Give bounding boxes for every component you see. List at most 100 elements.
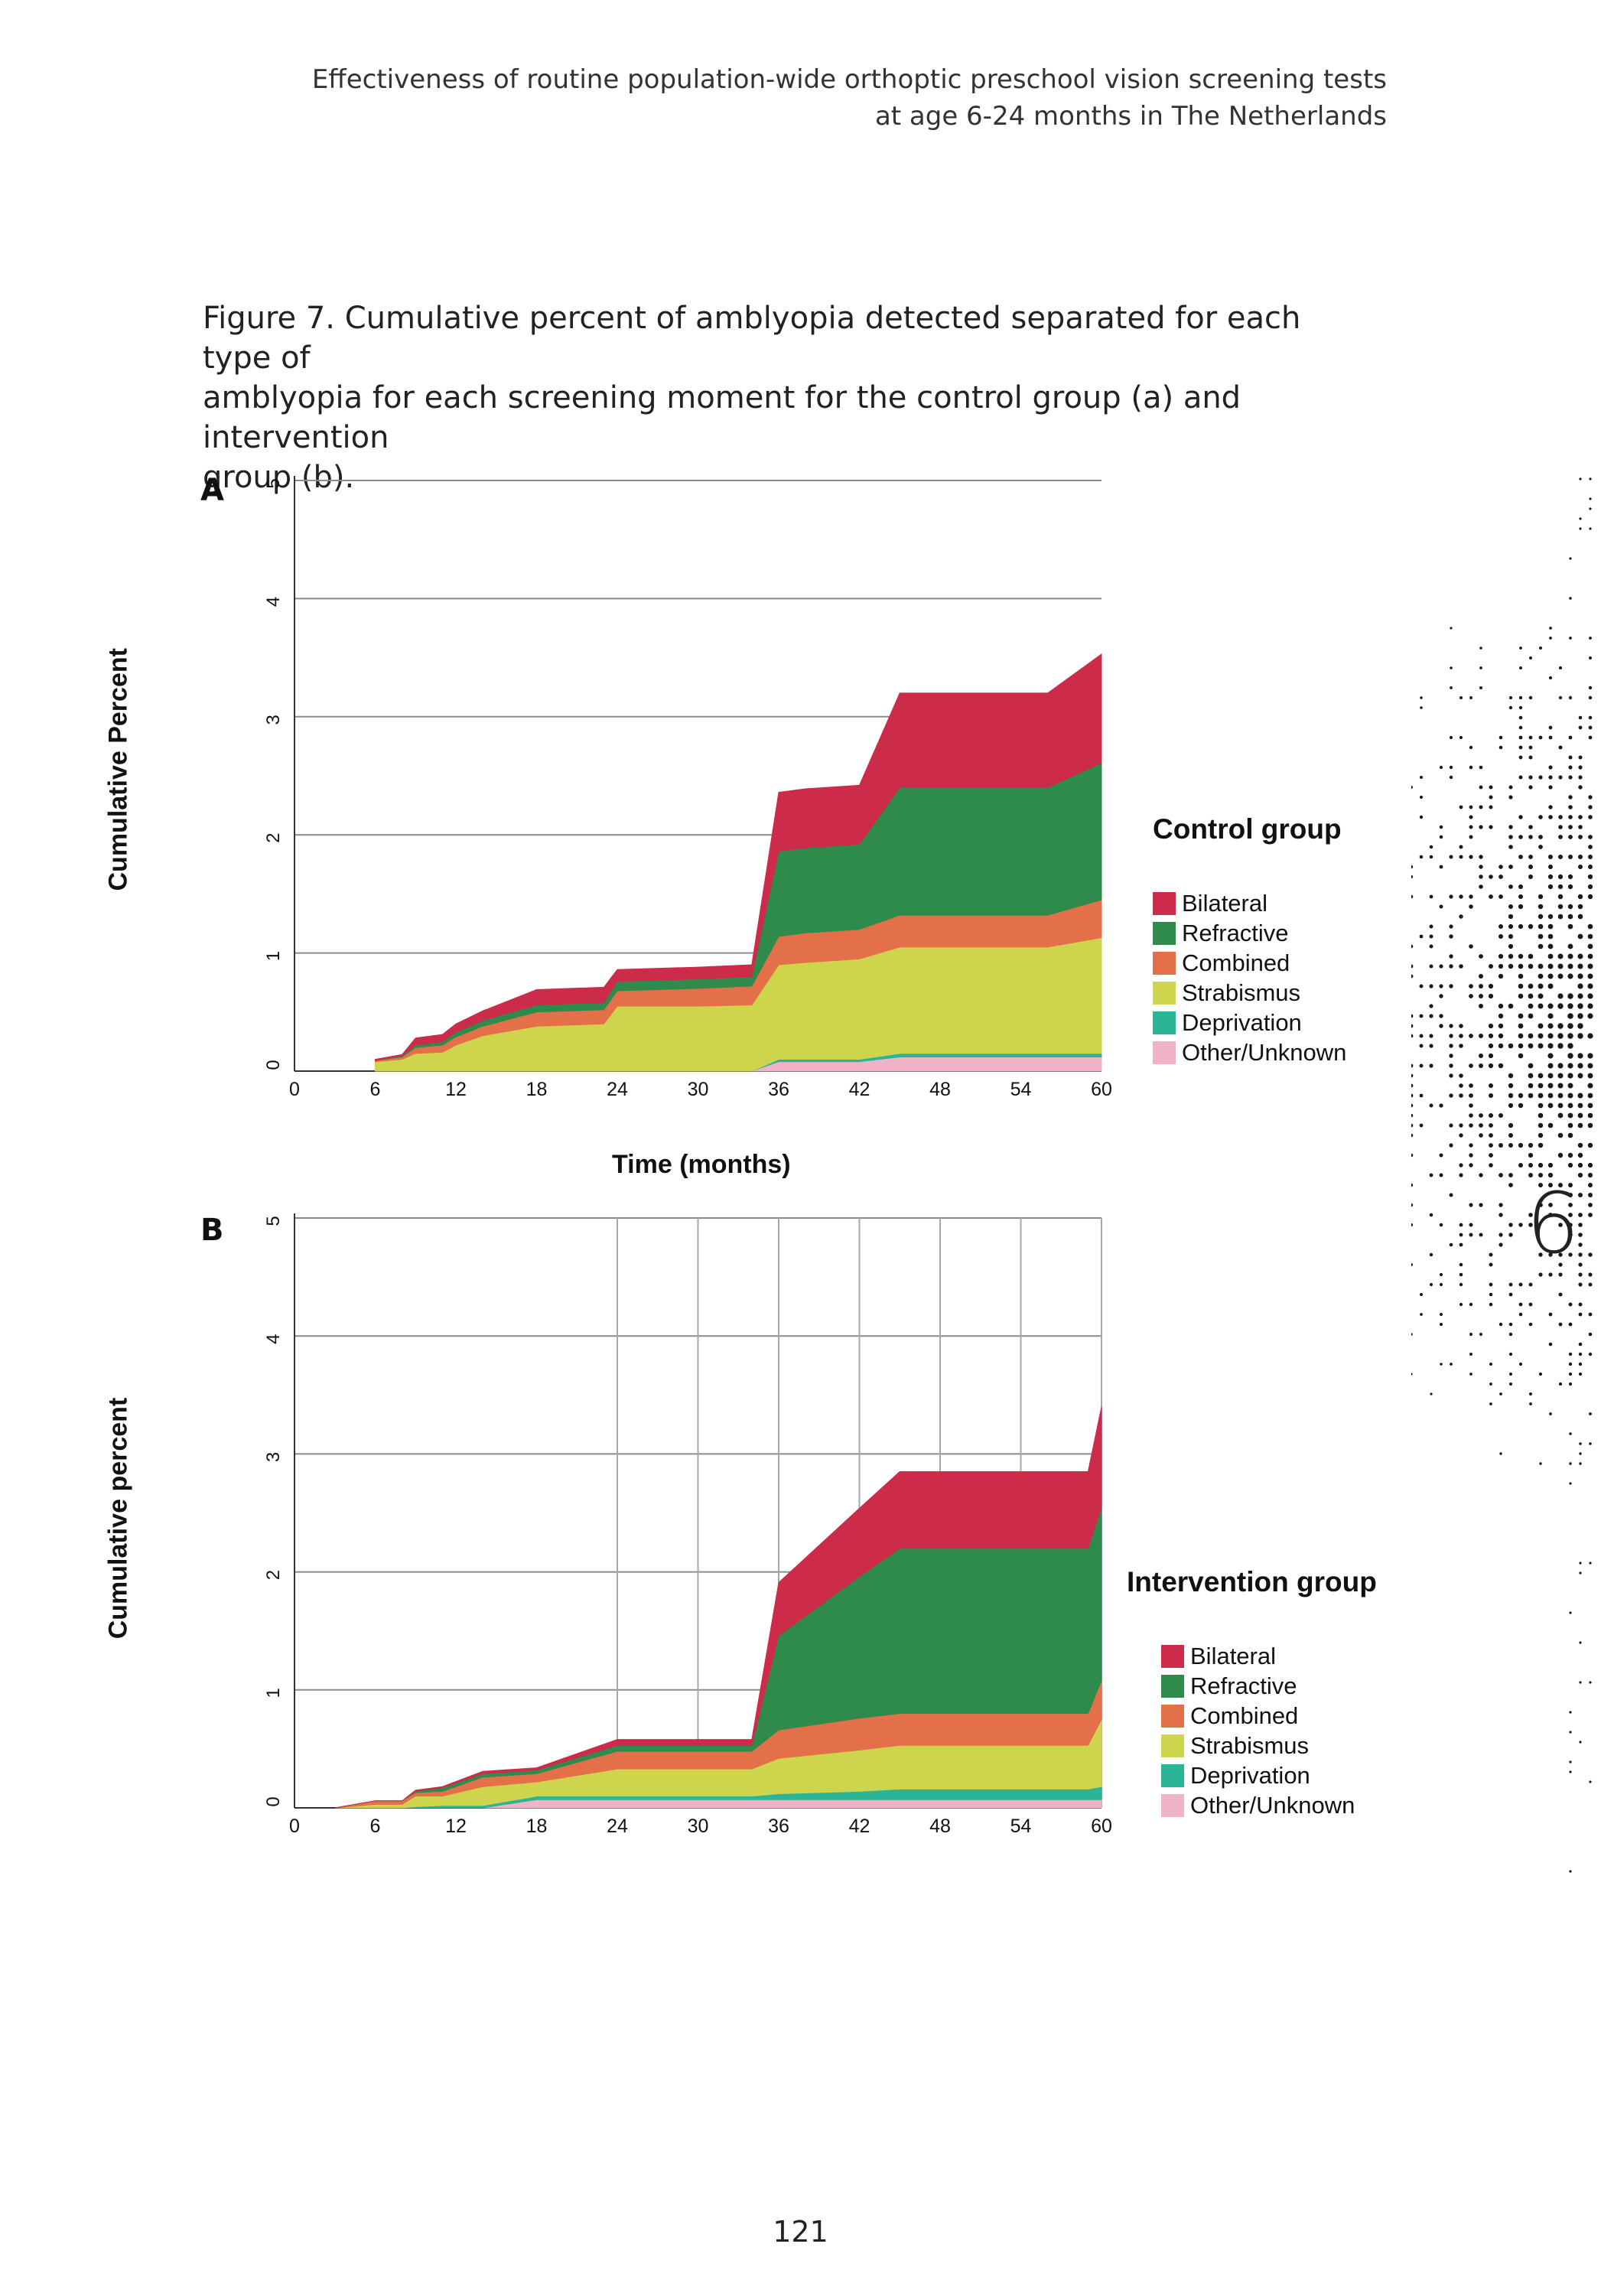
- pattern-dot: [1469, 984, 1473, 988]
- pattern-dot: [1588, 855, 1593, 859]
- pattern-dot: [1459, 894, 1463, 899]
- pattern-dot: [1588, 865, 1593, 869]
- pattern-dot: [1569, 1462, 1572, 1465]
- pattern-dot: [1479, 1173, 1483, 1177]
- pattern-dot: [1411, 944, 1414, 949]
- pattern-dot: [1469, 1123, 1473, 1128]
- pattern-dot: [1469, 1223, 1473, 1227]
- caption-line1: Cumulative percent of amblyopia detected…: [203, 301, 1301, 376]
- pattern-dot: [1498, 1003, 1504, 1009]
- chapter-tab-pattern: [1411, 477, 1593, 1873]
- pattern-dot: [1547, 983, 1554, 989]
- panel-b-letter: B: [200, 1213, 224, 1248]
- pattern-dot: [1459, 1173, 1463, 1177]
- pattern-dot: [1568, 795, 1573, 800]
- pattern-dot: [1459, 914, 1463, 919]
- panel-a-xtick-label: 30: [688, 1079, 709, 1100]
- panel-b-ytick-label: 3: [263, 1452, 284, 1462]
- panel-b-xtick-label: 12: [445, 1816, 467, 1837]
- pattern-dot: [1459, 1262, 1463, 1267]
- pattern-dot: [1489, 1282, 1493, 1287]
- pattern-dot: [1508, 1143, 1513, 1148]
- pattern-dot: [1411, 1113, 1414, 1118]
- pattern-dot: [1568, 1213, 1573, 1217]
- pattern-dot: [1528, 1173, 1533, 1177]
- pattern-dot: [1588, 835, 1593, 839]
- pattern-dot: [1419, 1034, 1424, 1038]
- pattern-dot: [1528, 1063, 1534, 1069]
- pattern-dot: [1578, 1312, 1583, 1317]
- pattern-dot: [1449, 1093, 1453, 1098]
- pattern-dot: [1459, 805, 1463, 809]
- pattern-dot: [1588, 725, 1593, 730]
- pattern-dot: [1508, 1093, 1514, 1099]
- pattern-dot: [1538, 1073, 1544, 1079]
- pattern-dot: [1518, 815, 1523, 819]
- panel-a-ytick-label: 0: [263, 1060, 284, 1070]
- pattern-dot: [1587, 933, 1593, 940]
- pattern-dot: [1567, 923, 1573, 930]
- pattern-dot: [1538, 1162, 1544, 1168]
- pattern-dot: [1411, 1203, 1414, 1207]
- pattern-dot: [1479, 1004, 1483, 1008]
- pattern-dot: [1547, 953, 1554, 959]
- pattern-dot: [1489, 1123, 1493, 1128]
- pattern-dot: [1579, 1452, 1582, 1455]
- pattern-dot: [1469, 1163, 1473, 1168]
- panel-b-legend-title: Intervention group: [1127, 1566, 1377, 1597]
- pattern-dot: [1548, 865, 1553, 869]
- pattern-dot: [1498, 924, 1503, 929]
- pattern-dot: [1459, 696, 1463, 699]
- pattern-dot: [1411, 1014, 1414, 1018]
- pattern-dot: [1498, 1143, 1503, 1148]
- panel-a-xlabel: Time (months): [612, 1150, 791, 1179]
- pattern-dot: [1439, 865, 1443, 869]
- pattern-dot: [1587, 1172, 1593, 1178]
- pattern-dot: [1557, 1152, 1564, 1158]
- pattern-dot: [1479, 666, 1482, 669]
- pattern-dot: [1549, 1412, 1552, 1415]
- pattern-dot: [1498, 1033, 1504, 1039]
- pattern-dot: [1558, 1252, 1563, 1257]
- pattern-dot: [1469, 1063, 1473, 1068]
- pattern-dot: [1440, 1323, 1443, 1326]
- pattern-dot: [1528, 1302, 1533, 1307]
- pattern-dot: [1549, 637, 1552, 640]
- panel-a-legend-swatch: [1153, 921, 1176, 945]
- pattern-dot: [1411, 1103, 1414, 1108]
- pattern-dot: [1528, 1322, 1533, 1327]
- chapter-number: 6: [1526, 1174, 1580, 1272]
- pattern-dot: [1420, 776, 1423, 779]
- pattern-dot: [1459, 1282, 1463, 1287]
- panel-a-xtick-label: 54: [1010, 1079, 1032, 1100]
- pattern-dot: [1449, 984, 1453, 988]
- pattern-dot: [1508, 795, 1513, 800]
- pattern-dot: [1469, 855, 1473, 859]
- pattern-dot: [1430, 1392, 1433, 1396]
- panel-a-ytick-label: 3: [263, 715, 284, 725]
- pattern-dot: [1508, 1073, 1514, 1079]
- pattern-dot: [1578, 815, 1583, 819]
- pattern-dot: [1429, 934, 1433, 939]
- pattern-dot: [1558, 855, 1563, 859]
- pattern-dot: [1508, 1332, 1513, 1337]
- pattern-dot: [1557, 904, 1564, 910]
- pattern-dot: [1459, 1073, 1463, 1078]
- pattern-dot: [1450, 1363, 1453, 1366]
- pattern-dot: [1411, 1063, 1414, 1068]
- pattern-dot: [1538, 835, 1543, 839]
- pattern-dot: [1411, 1034, 1414, 1038]
- pattern-dot: [1479, 646, 1482, 650]
- panel-b-legend-item-other-unknown: Other/Unknown: [1161, 1790, 1377, 1820]
- pattern-dot: [1489, 874, 1493, 879]
- pattern-dot: [1547, 1013, 1554, 1019]
- pattern-dot: [1587, 1063, 1593, 1069]
- pattern-dot: [1469, 1083, 1473, 1088]
- pattern-dot: [1498, 1113, 1503, 1118]
- pattern-dot: [1528, 775, 1533, 780]
- pattern-dot: [1568, 755, 1573, 760]
- pattern-dot: [1489, 894, 1493, 899]
- pattern-dot: [1577, 1073, 1583, 1079]
- pattern-dot: [1538, 815, 1543, 819]
- pattern-dot: [1587, 973, 1593, 979]
